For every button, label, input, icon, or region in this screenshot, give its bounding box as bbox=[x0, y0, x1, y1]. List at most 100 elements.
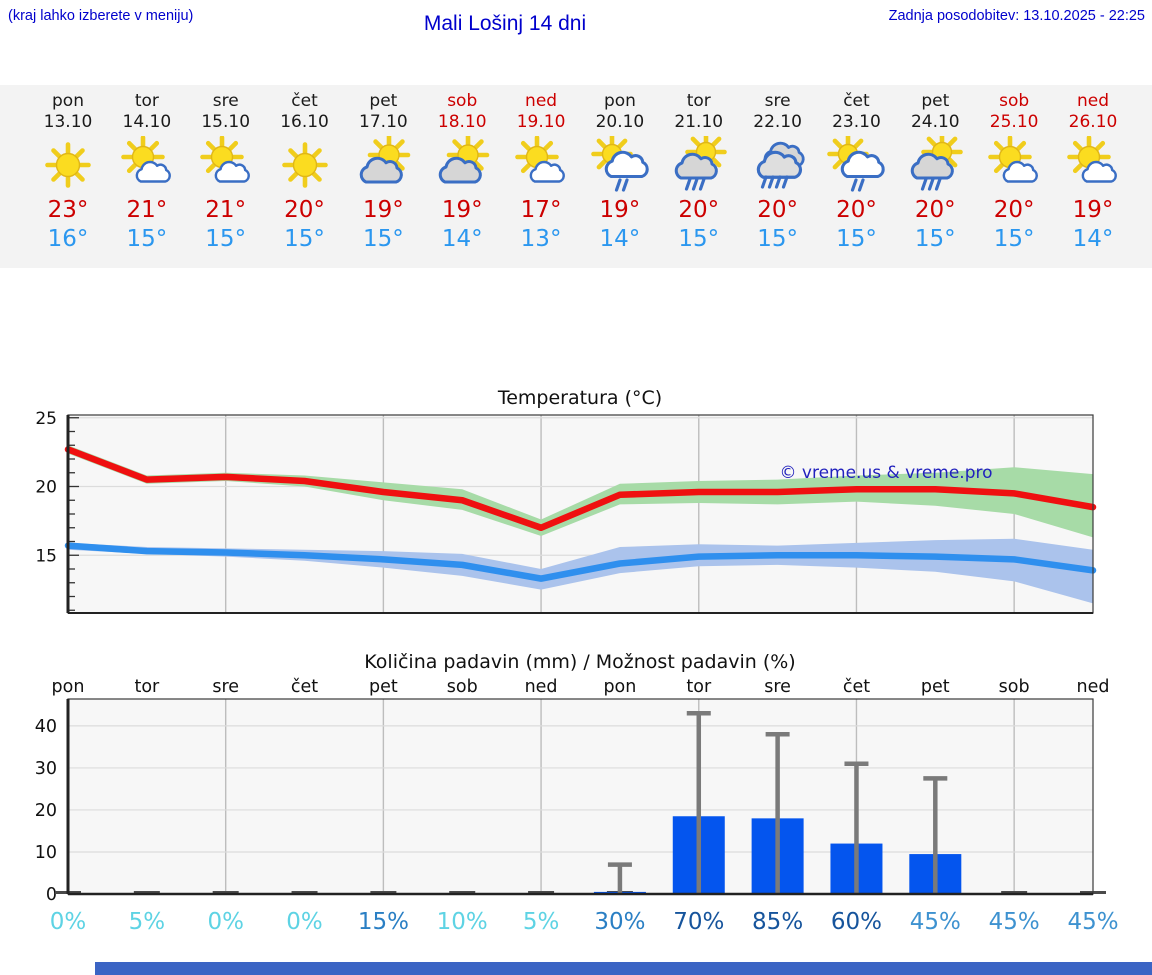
y-axis-tick-label: 10 bbox=[35, 843, 57, 863]
precip-day-label: sob bbox=[447, 677, 478, 697]
page-title: Mali Lošinj 14 dni bbox=[423, 12, 587, 35]
high-temp-label: 20° bbox=[284, 197, 325, 223]
forecast-day: tor 21.10 20° 15° bbox=[659, 85, 739, 268]
last-updated: Zadnja posodobitev: 13.10.2025 - 22:25 bbox=[888, 8, 1145, 24]
low-temp-label: 13° bbox=[520, 226, 562, 252]
weather-icon-sun-cloud bbox=[988, 136, 1039, 183]
day-name-label: čet bbox=[843, 91, 870, 111]
precip-day-label: ned bbox=[1077, 677, 1110, 697]
low-temp-label: 15° bbox=[836, 226, 877, 252]
precip-day-label: sre bbox=[212, 677, 239, 697]
high-temp-label: 20° bbox=[993, 197, 1035, 223]
min-temperature-line bbox=[64, 542, 1097, 582]
weather-icon-sun-graycloud bbox=[360, 136, 411, 184]
weather-icon-sun-cloud-rain bbox=[827, 136, 886, 192]
weather-icon-clouds-rain bbox=[756, 141, 805, 189]
precip-probability-label: 45% bbox=[910, 909, 961, 935]
day-date-label: 26.10 bbox=[1068, 112, 1118, 132]
low-temp-label: 15° bbox=[205, 226, 247, 252]
y-axis-tick-label: 20 bbox=[35, 801, 57, 821]
day-date-label: 17.10 bbox=[359, 112, 408, 132]
forecast-day: pet 24.10 20° 15° bbox=[895, 85, 975, 268]
bottom-bar bbox=[95, 962, 1152, 975]
low-temp-label: 14° bbox=[599, 226, 641, 252]
day-date-label: 20.10 bbox=[595, 112, 645, 132]
forecast-header-band bbox=[0, 85, 1152, 268]
precip-probability-label: 70% bbox=[673, 909, 724, 935]
low-temp-label: 15° bbox=[914, 226, 956, 252]
day-name-label: sob bbox=[447, 91, 478, 111]
precip-probability-label: 0% bbox=[286, 909, 323, 935]
day-date-label: 19.10 bbox=[516, 112, 566, 132]
low-temp-label: 15° bbox=[362, 226, 404, 252]
forecast-day: pon 20.10 19° 14° bbox=[580, 85, 660, 268]
y-axis-tick-label: 40 bbox=[35, 717, 57, 737]
day-name-label: pet bbox=[921, 91, 950, 111]
max-temperature-line bbox=[64, 446, 1097, 531]
weather-icon-sun-graycloud-rain bbox=[674, 136, 727, 191]
y-axis-tick-label: 30 bbox=[35, 759, 57, 779]
precip-day-label: ned bbox=[525, 677, 558, 697]
day-date-label: 18.10 bbox=[437, 112, 487, 132]
precip-probability-label: 85% bbox=[752, 909, 803, 935]
temperature-chart: 15 20 25 Temperatura (°C) © vreme.us & vreme… bbox=[35, 387, 1097, 614]
forecast-day: sob 18.10 19° 14° bbox=[422, 85, 502, 268]
high-temp-label: 20° bbox=[914, 197, 956, 223]
zero-bar-mark bbox=[212, 891, 239, 894]
precip-day-label: tor bbox=[134, 677, 160, 697]
weather-icon-sun-graycloud bbox=[438, 136, 490, 184]
day-name-label: pet bbox=[369, 91, 398, 111]
day-name-label: sre bbox=[212, 91, 239, 111]
temperature-chart-title: Temperatura (°C) bbox=[497, 387, 662, 409]
high-temp-label: 23° bbox=[47, 197, 89, 223]
forecast-day: čet 23.10 20° 15° bbox=[816, 85, 896, 268]
low-temp-label: 15° bbox=[126, 226, 168, 252]
day-name-label: sre bbox=[764, 91, 791, 111]
low-temp-label: 14° bbox=[441, 226, 483, 252]
precip-probability-label: 45% bbox=[989, 909, 1040, 935]
day-name-label: tor bbox=[134, 91, 159, 111]
zero-bar-mark bbox=[370, 891, 397, 894]
precip-day-label: čet bbox=[843, 677, 870, 697]
precip-day-label: čet bbox=[291, 677, 318, 697]
forecast-day: pet 17.10 19° 15° bbox=[343, 85, 423, 268]
high-temp-label: 21° bbox=[205, 197, 247, 223]
y-axis-tick-label: 25 bbox=[35, 409, 57, 429]
forecast-day: ned 19.10 17° 13° bbox=[501, 85, 581, 268]
day-name-label: čet bbox=[291, 91, 318, 111]
zero-bar-mark bbox=[133, 891, 160, 894]
zero-bar-mark bbox=[1001, 891, 1028, 894]
zero-bar-mark bbox=[528, 891, 555, 894]
forecast-day: pon 13.10 23° 16° bbox=[28, 85, 108, 268]
day-name-label: pon bbox=[603, 91, 636, 111]
precipitation-chart: 0 10 20 30 40 pon tor sre čet pet sob ned pon tor sre č… bbox=[35, 651, 1119, 935]
precip-day-label: tor bbox=[686, 677, 712, 697]
precip-day-label: pon bbox=[603, 677, 636, 697]
precip-day-label: pet bbox=[921, 677, 950, 697]
high-temp-label: 20° bbox=[757, 197, 798, 223]
forecast-day: čet 16.10 20° 15° bbox=[265, 85, 345, 268]
precipitation-chart-title: Količina padavin (mm) / Možnost padavin … bbox=[364, 651, 795, 673]
forecast-day: sre 15.10 21° 15° bbox=[186, 85, 266, 268]
day-date-label: 21.10 bbox=[674, 112, 724, 132]
precip-probability-label: 10% bbox=[437, 909, 488, 935]
high-temp-label: 17° bbox=[520, 197, 562, 223]
high-temp-label: 21° bbox=[126, 197, 168, 223]
low-temp-label: 15° bbox=[757, 226, 798, 252]
day-name-label: ned bbox=[525, 91, 558, 111]
weather-icon-sun-cloud bbox=[515, 136, 566, 183]
weather-icon-sun-graycloud-rain bbox=[911, 136, 964, 191]
day-date-label: 22.10 bbox=[753, 112, 802, 132]
zero-bar-mark bbox=[449, 891, 476, 894]
weather-icon-sun-cloud bbox=[121, 136, 171, 183]
high-temp-label: 19° bbox=[599, 197, 641, 223]
weather-icon-sun bbox=[281, 142, 328, 188]
low-temp-label: 15° bbox=[993, 226, 1035, 252]
zero-bar-mark bbox=[291, 891, 318, 894]
weather-icon-sun bbox=[45, 142, 91, 188]
precip-probability-label: 5% bbox=[129, 909, 166, 935]
day-date-label: 24.10 bbox=[910, 112, 960, 132]
high-temp-label: 20° bbox=[678, 197, 720, 223]
precip-probability-label: 60% bbox=[831, 909, 882, 935]
